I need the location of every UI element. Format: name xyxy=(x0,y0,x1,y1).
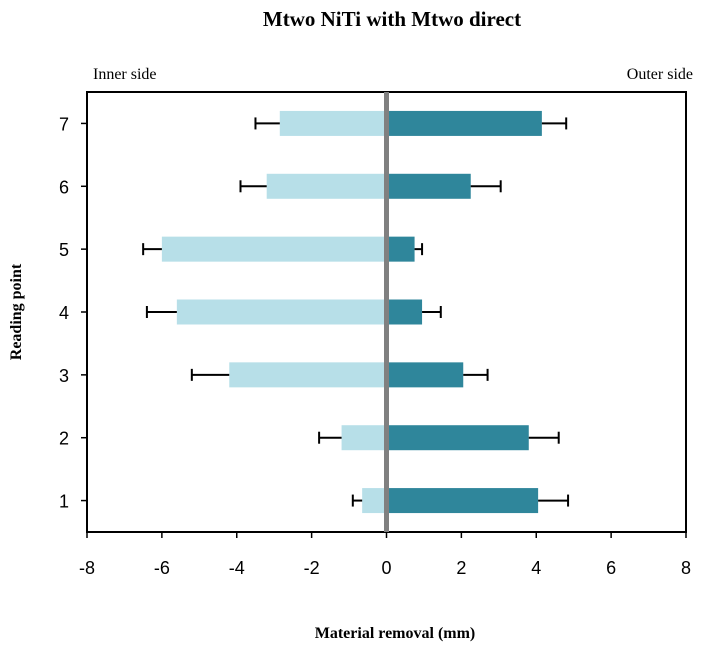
y-tick-label: 5 xyxy=(59,240,69,260)
x-tick-label: -8 xyxy=(79,558,95,578)
outer-error-bar-4 xyxy=(422,306,442,318)
y-axis-title: Reading point xyxy=(8,263,25,360)
outer-bar-3 xyxy=(386,362,464,388)
inner-bar-7 xyxy=(279,110,387,136)
outer-bar-1 xyxy=(386,488,539,514)
outer-side-label: Outer side xyxy=(627,66,693,83)
inner-bar-1 xyxy=(362,488,387,514)
inner-error-bar-6 xyxy=(239,180,267,193)
y-tick-label: 2 xyxy=(59,429,69,449)
y-tick-label: 6 xyxy=(59,177,69,197)
outer-bar-5 xyxy=(386,236,415,262)
x-tick-label: 2 xyxy=(456,558,466,578)
x-axis-title: Material removal (mm) xyxy=(315,625,476,642)
x-tick-label: -4 xyxy=(229,558,245,578)
y-ticks-group: 1 2 3 4 5 6 7 xyxy=(59,114,87,512)
inner-side-label: Inner side xyxy=(93,66,157,83)
outer-error-bar-5 xyxy=(414,243,424,256)
inner-bar-5 xyxy=(161,236,387,262)
inner-bar-2 xyxy=(341,425,387,451)
x-tick-label: 8 xyxy=(681,558,691,578)
inner-error-bar-7 xyxy=(254,117,280,130)
x-tick-label: 0 xyxy=(381,558,391,578)
outer-error-bar-1 xyxy=(538,494,570,507)
inner-error-bar-5 xyxy=(142,243,162,256)
error-bars-group xyxy=(142,117,570,507)
x-ticks-group: -8 -6 -4 -2 0 2 4 6 8 xyxy=(79,532,691,578)
inner-bar-4 xyxy=(176,299,387,325)
y-tick-label: 1 xyxy=(59,492,69,512)
inner-error-bar-2 xyxy=(318,431,342,444)
x-tick-label: -6 xyxy=(154,558,170,578)
outer-bar-7 xyxy=(386,110,542,136)
outer-error-bar-6 xyxy=(470,180,502,193)
x-tick-label: 6 xyxy=(606,558,616,578)
inner-error-bar-1 xyxy=(351,494,363,507)
y-tick-label: 4 xyxy=(59,303,69,323)
outer-bar-4 xyxy=(386,299,423,325)
y-tick-label: 7 xyxy=(59,114,69,134)
x-tick-label: 4 xyxy=(531,558,541,578)
bars-group xyxy=(161,110,542,514)
outer-error-bar-3 xyxy=(463,368,489,381)
inner-bar-6 xyxy=(266,173,387,199)
inner-error-bar-4 xyxy=(145,306,177,318)
inner-bar-3 xyxy=(229,362,387,388)
outer-error-bar-2 xyxy=(528,431,560,444)
chart-title: Mtwo NiTi with Mtwo direct xyxy=(263,7,521,31)
outer-bar-2 xyxy=(386,425,529,451)
outer-bar-6 xyxy=(386,173,471,199)
outer-error-bar-7 xyxy=(541,117,568,130)
inner-error-bar-3 xyxy=(190,368,230,381)
y-tick-label: 3 xyxy=(59,366,69,386)
x-tick-label: -2 xyxy=(304,558,320,578)
